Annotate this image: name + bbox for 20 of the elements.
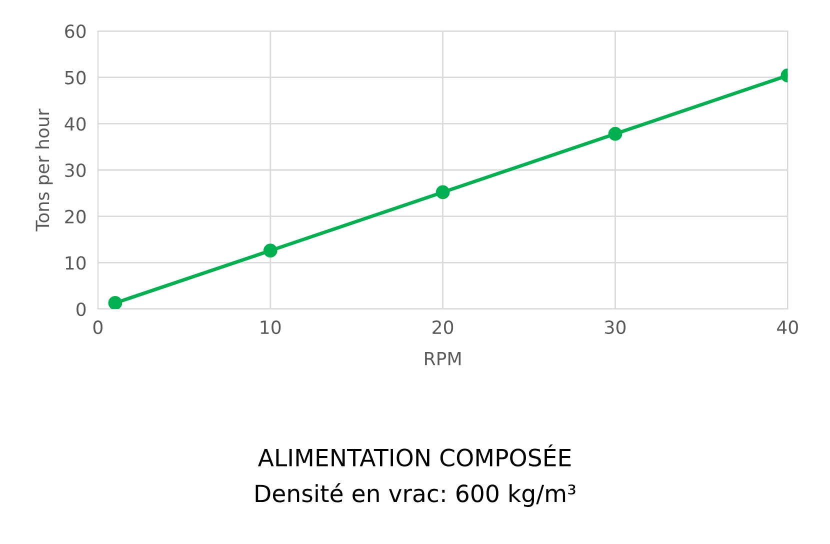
y-tick-label: 50	[65, 70, 86, 84]
x-tick-label: 40	[777, 320, 798, 334]
x-tick-label: 0	[93, 320, 102, 334]
x-tick-label: 10	[260, 320, 281, 334]
x-tick-label: 20	[432, 320, 454, 334]
y-tick-label: 20	[65, 210, 86, 224]
y-tick-label: 40	[64, 117, 86, 131]
y-tick-label: 30	[65, 163, 86, 178]
point	[108, 296, 122, 309]
x-tick-label: 30	[605, 320, 626, 334]
y-tick-label: 0	[76, 302, 86, 316]
point	[263, 244, 278, 258]
point	[436, 185, 450, 200]
point	[608, 126, 622, 141]
y-axis-title: Tons per hour	[35, 108, 53, 232]
x-axis-title: RPM	[425, 352, 461, 366]
y-tick-label: 60	[65, 24, 86, 38]
text: ALIMENTATION COMPOSÉE	[258, 444, 571, 467]
text: Densité en vrac: 600 kg/m³	[256, 483, 576, 507]
y-tick-label: 10	[66, 256, 86, 270]
